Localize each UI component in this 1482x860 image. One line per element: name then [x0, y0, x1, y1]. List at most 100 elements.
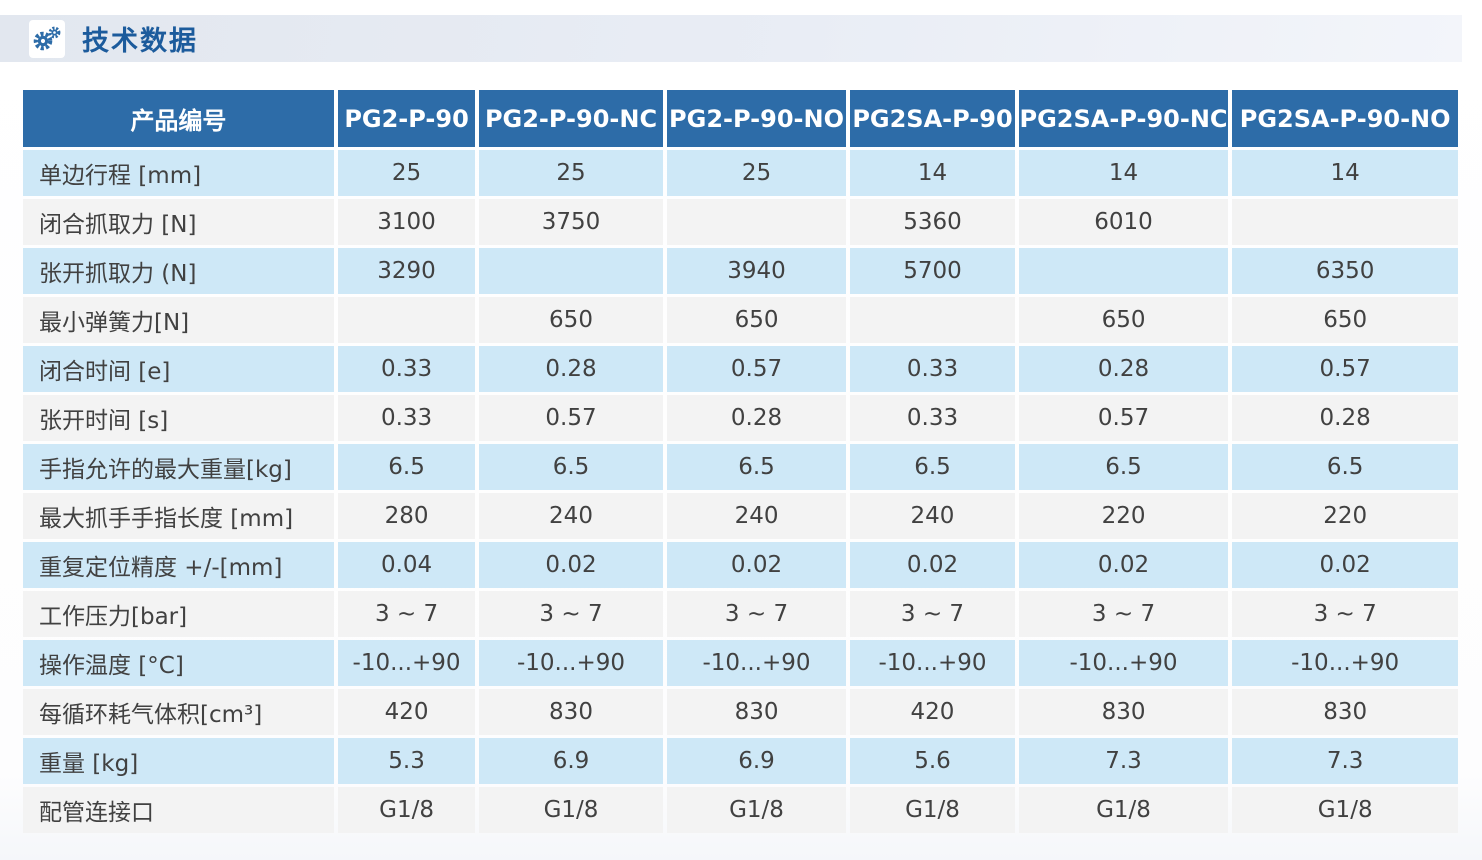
cell-value: 3 ~ 7 — [1232, 591, 1458, 637]
cell-value: 0.33 — [337, 395, 476, 441]
cell-value: 0.02 — [1232, 542, 1458, 588]
column-header-model: PG2SA-P-90-NO — [1232, 90, 1458, 147]
cell-value: 0.02 — [1018, 542, 1229, 588]
cell-value: 5.3 — [337, 738, 476, 784]
row-label: 重量 [kg] — [23, 738, 334, 784]
row-label: 张开时间 [s] — [23, 395, 334, 441]
cell-value: 25 — [337, 150, 476, 196]
row-label: 手指允许的最大重量[kg] — [23, 444, 334, 490]
cell-value: 7.3 — [1018, 738, 1229, 784]
row-label: 工作压力[bar] — [23, 591, 334, 637]
table-row: 最大抓手手指长度 [mm] 280 240 240 240 220 220 — [23, 493, 1458, 539]
cell-value: 6.5 — [337, 444, 476, 490]
cell-value: 25 — [666, 150, 847, 196]
gears-icon-svg — [33, 26, 61, 50]
table-body: 单边行程 [mm] 25 25 25 14 14 14 闭合抓取力 [N] 3100 3750 53… — [23, 150, 1458, 833]
cell-value — [479, 248, 663, 294]
cell-value: 14 — [1232, 150, 1458, 196]
table-row: 张开时间 [s] 0.33 0.57 0.28 0.33 0.57 0.28 — [23, 395, 1458, 441]
cell-value: 3100 — [337, 199, 476, 245]
cell-value: 0.33 — [850, 395, 1015, 441]
section-header: 技术数据 — [0, 15, 1462, 62]
cell-value: 5700 — [850, 248, 1015, 294]
cell-value: G1/8 — [1018, 787, 1229, 833]
cell-value: 6010 — [1018, 199, 1229, 245]
cell-value: 6.5 — [1018, 444, 1229, 490]
cell-value — [666, 199, 847, 245]
cell-value: -10...+90 — [666, 640, 847, 686]
row-label: 最小弹簧力[N] — [23, 297, 334, 343]
cell-value: 6.9 — [666, 738, 847, 784]
table-row: 手指允许的最大重量[kg] 6.5 6.5 6.5 6.5 6.5 6.5 — [23, 444, 1458, 490]
column-header-model: PG2-P-90 — [337, 90, 476, 147]
row-label: 闭合时间 [e] — [23, 346, 334, 392]
column-header-model: PG2SA-P-90-NC — [1018, 90, 1229, 147]
cell-value: G1/8 — [666, 787, 847, 833]
cell-value: 240 — [479, 493, 663, 539]
cell-value: 650 — [479, 297, 663, 343]
cell-value: 0.57 — [1232, 346, 1458, 392]
cell-value: 25 — [479, 150, 663, 196]
cell-value: 830 — [666, 689, 847, 735]
row-label: 重复定位精度 +/-[mm] — [23, 542, 334, 588]
cell-value: 6.5 — [479, 444, 663, 490]
table-row: 操作温度 [°C] -10...+90 -10...+90 -10...+90 -10.… — [23, 640, 1458, 686]
table-row: 最小弹簧力[N] 650 650 650 650 — [23, 297, 1458, 343]
cell-value: 830 — [1018, 689, 1229, 735]
table-row: 每循环耗气体积[cm³] 420 830 830 420 830 830 — [23, 689, 1458, 735]
cell-value — [1018, 248, 1229, 294]
cell-value: 0.28 — [1018, 346, 1229, 392]
cell-value: 0.28 — [479, 346, 663, 392]
technical-data-table: 产品编号 PG2-P-90 PG2-P-90-NC PG2-P-90-NO PG2SA-… — [19, 87, 1462, 836]
row-label: 每循环耗气体积[cm³] — [23, 689, 334, 735]
table-row: 闭合抓取力 [N] 3100 3750 5360 6010 — [23, 199, 1458, 245]
row-label: 闭合抓取力 [N] — [23, 199, 334, 245]
cell-value — [1232, 199, 1458, 245]
cell-value: G1/8 — [337, 787, 476, 833]
cell-value: 0.28 — [1232, 395, 1458, 441]
cell-value: 0.02 — [479, 542, 663, 588]
cell-value: 0.02 — [850, 542, 1015, 588]
cell-value: 3 ~ 7 — [666, 591, 847, 637]
cell-value: -10...+90 — [850, 640, 1015, 686]
row-label: 张开抓取力 (N] — [23, 248, 334, 294]
cell-value: G1/8 — [1232, 787, 1458, 833]
cell-value: 0.33 — [337, 346, 476, 392]
cell-value — [850, 297, 1015, 343]
cell-value: 5360 — [850, 199, 1015, 245]
cell-value: 0.04 — [337, 542, 476, 588]
cell-value: 14 — [1018, 150, 1229, 196]
cell-value: G1/8 — [479, 787, 663, 833]
cell-value: 6350 — [1232, 248, 1458, 294]
table-row: 重量 [kg] 5.3 6.9 6.9 5.6 7.3 7.3 — [23, 738, 1458, 784]
cell-value: -10...+90 — [337, 640, 476, 686]
row-label: 操作温度 [°C] — [23, 640, 334, 686]
cell-value: 0.57 — [479, 395, 663, 441]
table-row: 单边行程 [mm] 25 25 25 14 14 14 — [23, 150, 1458, 196]
cell-value: 6.9 — [479, 738, 663, 784]
section-title: 技术数据 — [82, 26, 198, 57]
cell-value: 3940 — [666, 248, 847, 294]
cell-value: 830 — [1232, 689, 1458, 735]
cell-value: 220 — [1232, 493, 1458, 539]
row-label: 最大抓手手指长度 [mm] — [23, 493, 334, 539]
cell-value: 6.5 — [666, 444, 847, 490]
cell-value: 0.28 — [666, 395, 847, 441]
cell-value: -10...+90 — [1018, 640, 1229, 686]
cell-value: 3290 — [337, 248, 476, 294]
cell-value: 0.57 — [1018, 395, 1229, 441]
cell-value: G1/8 — [850, 787, 1015, 833]
table-row: 配管连接口 G1/8 G1/8 G1/8 G1/8 G1/8 G1/8 — [23, 787, 1458, 833]
cell-value: 830 — [479, 689, 663, 735]
column-header-model: PG2-P-90-NO — [666, 90, 847, 147]
cell-value — [337, 297, 476, 343]
cell-value: 3 ~ 7 — [1018, 591, 1229, 637]
column-header-model: PG2-P-90-NC — [479, 90, 663, 147]
cell-value: 3750 — [479, 199, 663, 245]
column-header-product-number: 产品编号 — [23, 90, 334, 147]
cell-value: 240 — [666, 493, 847, 539]
cell-value: 0.33 — [850, 346, 1015, 392]
cell-value: 3 ~ 7 — [337, 591, 476, 637]
cell-value: 650 — [666, 297, 847, 343]
